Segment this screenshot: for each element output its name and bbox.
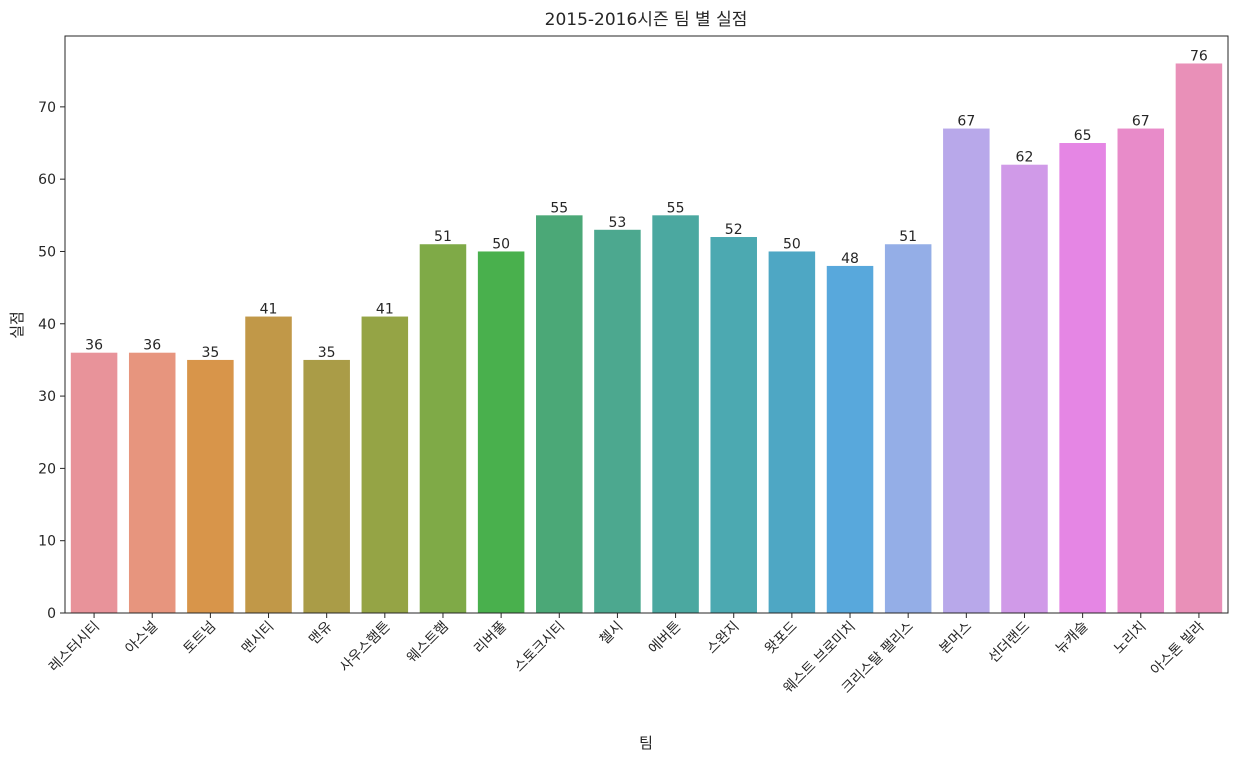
data-label: 36 [143, 338, 161, 354]
data-label: 62 [1016, 150, 1034, 166]
data-label: 52 [725, 222, 743, 238]
bar [1117, 128, 1165, 613]
bar [1059, 143, 1106, 614]
x-tick-label: 뉴캐슬 [1053, 618, 1092, 657]
x-tick-label: 본머스 [937, 618, 976, 657]
y-tick-label: 40 [38, 317, 56, 333]
chart-title: 2015-2016시즌 팀 별 실점 [545, 10, 748, 30]
data-label: 76 [1190, 48, 1208, 64]
y-axis: 0 10 20 30 40 50 60 70 [38, 100, 65, 622]
bar [361, 316, 409, 613]
bar [303, 359, 350, 613]
x-tick-label: 맨유 [306, 618, 336, 648]
y-tick-label: 60 [38, 172, 56, 188]
x-tick-label: 왓포드 [762, 618, 801, 657]
x-tick-label: 스완지 [704, 619, 743, 658]
data-label: 55 [667, 200, 685, 216]
data-label: 51 [434, 229, 452, 245]
data-label: 41 [376, 302, 394, 318]
bar [1175, 63, 1223, 613]
data-label: 50 [492, 236, 510, 252]
bar [594, 229, 641, 613]
x-axis-label: 팀 [639, 734, 653, 752]
x-tick-label: 토트넘 [181, 619, 220, 658]
y-tick-label: 10 [38, 534, 56, 550]
data-label: 67 [957, 114, 975, 130]
y-axis-label: 실점 [8, 311, 26, 339]
bar [419, 244, 467, 613]
x-tick-label: 첼시 [597, 619, 627, 649]
plot-frame [64, 35, 1229, 614]
x-tick-label: 에버튼 [646, 618, 685, 657]
x-tick-label: 선더랜드 [986, 618, 1034, 666]
data-label: 50 [783, 236, 801, 252]
x-tick-label: 아스톤 빌라 [1148, 618, 1208, 678]
bar [70, 352, 118, 613]
x-axis: 레스터시티 아스널 토트넘 맨시티 맨유 사우스햄튼 웨스트햄 리버풀 스토크시티 첼시 에버튼 스완… [46, 613, 1208, 697]
bar [768, 251, 816, 613]
data-label: 67 [1132, 114, 1150, 130]
data-label: 65 [1074, 128, 1092, 144]
x-tick-label: 아스널 [122, 619, 161, 658]
data-label: 35 [318, 345, 336, 361]
bar [710, 237, 757, 614]
bar [884, 244, 932, 613]
bar [652, 215, 699, 613]
y-tick-label: 70 [38, 100, 56, 116]
y-tick-label: 0 [47, 606, 56, 622]
x-tick-label: 웨스트햄 [404, 619, 452, 667]
y-tick-label: 50 [38, 244, 56, 260]
data-label: 41 [260, 302, 278, 318]
bar [245, 316, 292, 613]
bar [187, 359, 234, 613]
data-label: 51 [899, 229, 917, 245]
x-tick-label: 사우스햄튼 [337, 618, 394, 675]
bar [943, 128, 990, 613]
bar [536, 215, 583, 613]
data-labels-group: 36 36 35 41 35 41 51 50 55 53 55 52 50 48 51 67 62 65 67 76 [85, 48, 1208, 360]
data-label: 55 [550, 200, 568, 216]
y-tick-label: 30 [38, 389, 56, 405]
data-label: 36 [85, 338, 103, 354]
y-tick-label: 20 [38, 461, 56, 477]
data-label: 53 [609, 215, 627, 231]
x-tick-label: 노리치 [1111, 619, 1150, 658]
x-tick-label: 레스터시티 [46, 619, 103, 676]
bar [477, 251, 525, 613]
bars-group [70, 63, 1223, 614]
x-tick-label: 리버풀 [471, 618, 510, 657]
data-label: 48 [841, 251, 859, 267]
data-label: 35 [201, 345, 219, 361]
x-tick-label: 맨시티 [239, 619, 278, 658]
x-tick-label: 스토크시티 [511, 619, 568, 676]
bar [1001, 164, 1048, 613]
bar [128, 352, 176, 613]
bar [826, 265, 874, 613]
